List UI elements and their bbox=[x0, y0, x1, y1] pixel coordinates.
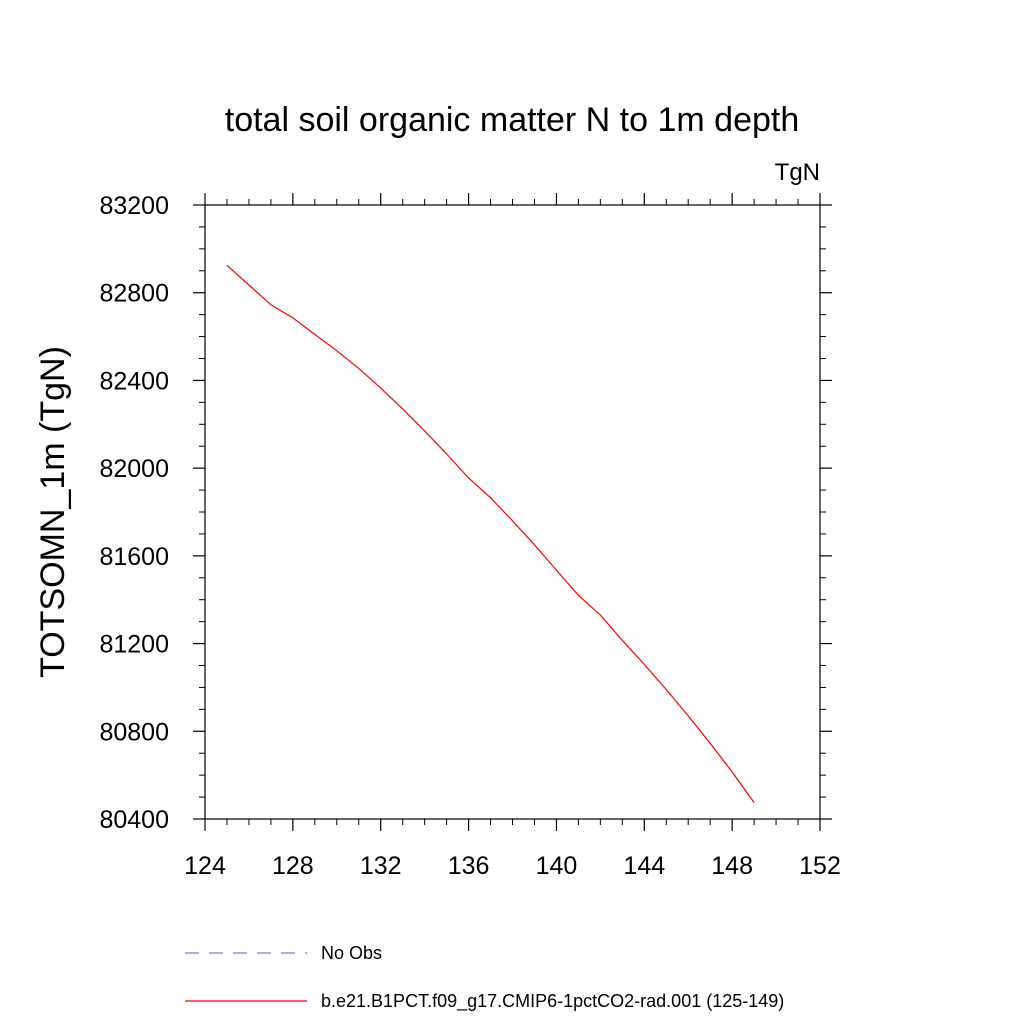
series-lines bbox=[226, 264, 755, 803]
y-tick-label: 82000 bbox=[99, 455, 169, 483]
legend: No Obs b.e21.B1PCT.f09_g17.CMIP6-1pctCO2-… bbox=[185, 943, 784, 1012]
y-tick-label: 83200 bbox=[99, 192, 169, 220]
y-tick-label: 81600 bbox=[99, 543, 169, 571]
y-tick-label: 82400 bbox=[99, 367, 169, 395]
x-tick-label: 128 bbox=[272, 852, 314, 880]
series-line bbox=[226, 264, 755, 803]
y-tick-label: 82800 bbox=[99, 280, 169, 308]
units-label: TgN bbox=[775, 159, 820, 186]
x-tick-label: 136 bbox=[448, 852, 490, 880]
x-tick-label: 148 bbox=[711, 852, 753, 880]
plot-frame bbox=[204, 204, 821, 820]
y-tick-label: 80400 bbox=[99, 806, 169, 834]
legend-label: b.e21.B1PCT.f09_g17.CMIP6-1pctCO2-rad.00… bbox=[321, 991, 784, 1012]
chart-title: total soil organic matter N to 1m depth bbox=[225, 101, 800, 139]
x-tick-label: 124 bbox=[184, 852, 226, 880]
y-tick-label: 81200 bbox=[99, 631, 169, 659]
x-tick-label: 132 bbox=[360, 852, 402, 880]
y-axis-label: TOTSOMN_1m (TgN) bbox=[34, 346, 72, 678]
x-tick-label: 140 bbox=[536, 852, 578, 880]
legend-label: No Obs bbox=[321, 943, 382, 963]
x-tick-label: 152 bbox=[799, 852, 841, 880]
y-tick-label: 80800 bbox=[99, 718, 169, 746]
x-tick-label: 144 bbox=[623, 852, 665, 880]
axis-ticks: 124 128 132 136 140 144 148 152 80400 80800 81200 8… bbox=[99, 192, 840, 880]
